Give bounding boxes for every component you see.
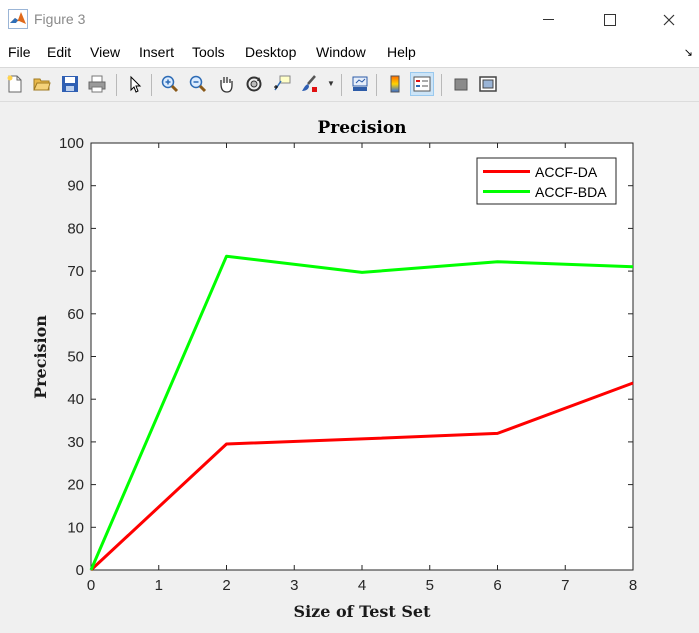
menu-bar: File Edit View Insert Tools Desktop Wind…	[0, 39, 699, 68]
legend-icon[interactable]	[410, 72, 434, 96]
y-tick-label: 90	[67, 178, 84, 195]
x-axis-label: Size of Test Set	[294, 602, 432, 621]
y-tick-label: 10	[67, 519, 84, 536]
menu-insert[interactable]: Insert	[139, 44, 175, 60]
maximize-icon	[604, 13, 616, 26]
toolbar-separator	[341, 74, 342, 96]
x-tick-label: 6	[493, 577, 501, 594]
menu-window[interactable]: Window	[316, 44, 366, 60]
series-line-accf-bda[interactable]	[89, 254, 634, 571]
x-tick-label: 0	[87, 577, 95, 594]
zoom-out-icon[interactable]	[186, 72, 210, 96]
rotate-3d-icon[interactable]	[242, 72, 266, 96]
minimize-icon	[542, 19, 554, 20]
chart-title: Precision	[317, 118, 406, 138]
menu-edit[interactable]: Edit	[47, 44, 72, 60]
show-plot-tools-icon[interactable]	[476, 72, 500, 96]
menu-desktop[interactable]: Desktop	[245, 44, 297, 60]
figure-toolbar: ▼	[0, 68, 699, 102]
toolbar-separator	[376, 74, 377, 96]
menu-help[interactable]: Help	[387, 44, 416, 60]
menu-file[interactable]: File	[8, 44, 31, 60]
window-title: Figure 3	[34, 11, 86, 27]
y-tick-label: 50	[67, 349, 84, 366]
y-tick-label: 100	[59, 135, 84, 152]
legend-label: ACCF-BDA	[535, 184, 607, 200]
y-tick-label: 60	[67, 306, 84, 323]
x-tick-label: 7	[561, 577, 569, 594]
y-tick-label: 20	[67, 477, 84, 494]
y-axis-label: Precision	[31, 315, 50, 399]
brush-dropdown-icon[interactable]: ▼	[327, 79, 335, 88]
data-cursor-icon[interactable]	[270, 72, 294, 96]
window-titlebar: Figure 3	[0, 0, 699, 39]
toolbar-separator	[151, 74, 152, 96]
matlab-logo-icon	[8, 9, 28, 29]
figure-canvas: 0 1 2 3 4 5 6 7 8 0 10 20 30 40 50 60 70 80 90 100 Precisio…	[0, 102, 699, 628]
y-tick-label: 40	[67, 391, 84, 408]
x-tick-label: 8	[629, 577, 637, 594]
new-figure-icon[interactable]	[3, 72, 27, 96]
minimize-button[interactable]	[525, 0, 571, 39]
save-icon[interactable]	[58, 72, 82, 96]
maximize-button[interactable]	[587, 0, 633, 39]
menu-tools[interactable]: Tools	[192, 44, 225, 60]
series-line-accf-da[interactable]	[89, 381, 634, 572]
x-tick-label: 1	[155, 577, 163, 594]
axes-background	[90, 142, 634, 571]
zoom-in-icon[interactable]	[158, 72, 182, 96]
open-file-icon[interactable]	[30, 72, 54, 96]
y-tick-label: 30	[67, 434, 84, 451]
brush-icon[interactable]	[297, 72, 321, 96]
dock-arrow-icon[interactable]: ↘	[683, 47, 693, 59]
x-tick-label: 5	[426, 577, 434, 594]
y-tick-label: 70	[67, 263, 84, 280]
legend-box	[476, 157, 617, 205]
x-tick-label: 3	[290, 577, 298, 594]
pan-hand-icon[interactable]	[214, 72, 238, 96]
close-button[interactable]	[646, 0, 692, 39]
close-icon	[663, 14, 675, 25]
y-tick-label: 80	[67, 220, 84, 237]
menu-view[interactable]: View	[90, 44, 121, 60]
hide-plot-tools-icon[interactable]	[449, 72, 473, 96]
toolbar-separator	[116, 74, 117, 96]
print-icon[interactable]	[85, 72, 109, 96]
y-tick-label: 0	[76, 562, 84, 579]
link-plot-icon[interactable]	[348, 72, 372, 96]
legend[interactable]: ACCF-DA ACCF-BDA	[476, 157, 617, 205]
x-tick-label: 4	[358, 577, 366, 594]
toolbar-separator	[441, 74, 442, 96]
colorbar-icon[interactable]	[383, 72, 407, 96]
legend-label: ACCF-DA	[535, 164, 598, 180]
x-tick-label: 2	[222, 577, 230, 594]
select-arrow-icon[interactable]	[123, 72, 147, 96]
